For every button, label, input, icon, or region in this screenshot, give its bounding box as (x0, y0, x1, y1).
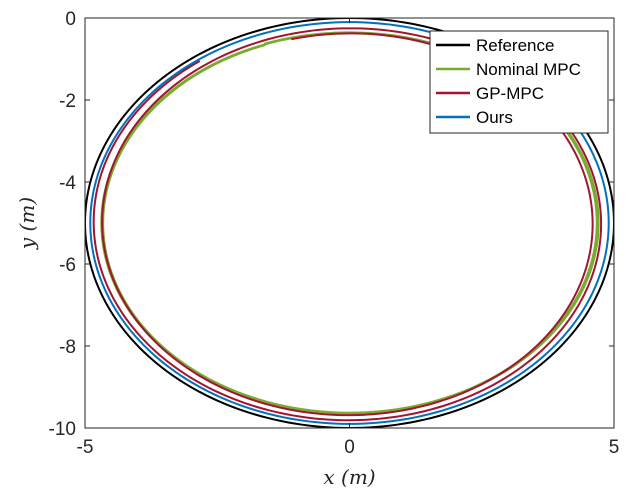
tick-labels: -5 0 5 0 -2 -4 -6 -8 -10 (49, 9, 620, 458)
legend-label: GP-MPC (476, 84, 544, 103)
y-tick-label: -10 (49, 419, 76, 440)
series-line-gp-mpc (92, 27, 603, 422)
x-axis-label: x (m) (323, 465, 375, 489)
legend-label: Ours (476, 108, 513, 127)
y-tick-label: -4 (59, 173, 76, 194)
y-tick-label: -6 (59, 255, 76, 276)
y-tick-label: 0 (65, 9, 76, 30)
series-line-nominal-mpc (100, 31, 600, 415)
y-tick-label: -2 (59, 91, 76, 112)
legend-label: Nominal MPC (476, 60, 581, 79)
tick-marks (84, 17, 615, 429)
y-axis-label: y (m) (15, 197, 39, 250)
x-tick-label: -5 (77, 437, 94, 458)
x-tick-label: 5 (609, 437, 620, 458)
legend: Reference Nominal MPC GP-MPC Ours (429, 30, 609, 134)
y-tick-label: -8 (59, 337, 76, 358)
legend-label: Reference (476, 36, 554, 55)
x-tick-label: 0 (344, 437, 355, 458)
